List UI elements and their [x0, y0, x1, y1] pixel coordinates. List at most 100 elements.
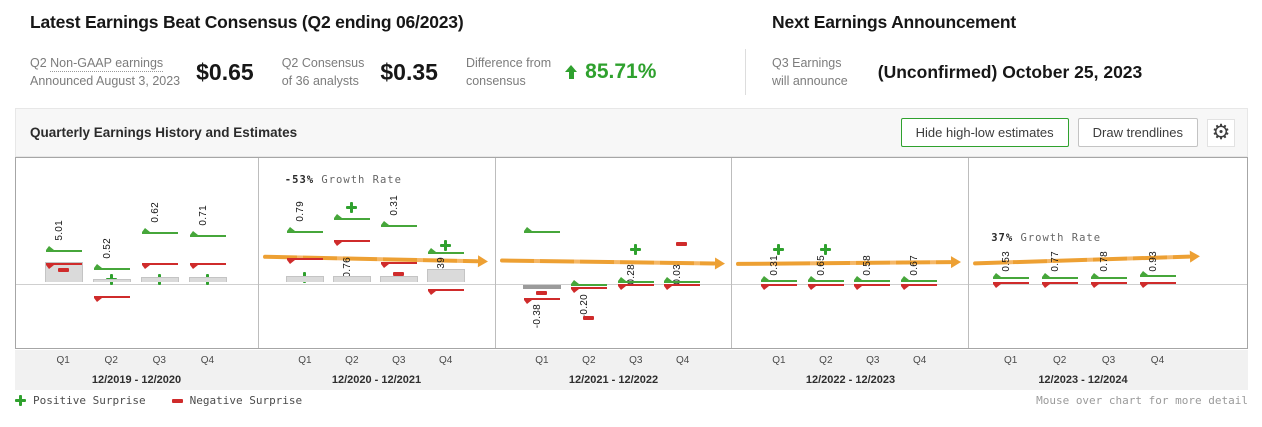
quarter-group: 1.39	[418, 158, 474, 348]
latest-earnings-title: Latest Earnings Beat Consensus (Q2 endin…	[30, 12, 464, 32]
actual-eps-bar	[44, 262, 83, 282]
eps-value-label: 0.93	[1147, 251, 1159, 272]
quarter-tick-label: Q1	[1004, 355, 1018, 366]
low-estimate-line	[807, 284, 844, 290]
reported-earnings-label-prefix: Q2	[30, 55, 51, 70]
growth-rate-annotation: 37% Growth Rate	[991, 232, 1101, 244]
quarter-tick-label: Q4	[676, 355, 690, 366]
high-estimate-line	[1139, 271, 1176, 277]
eps-value-label: 0.77	[1049, 251, 1061, 272]
quarter-group: 0.78	[1081, 158, 1137, 348]
x-axis: Q1 Q2 Q3 Q4 12/2019 - 12/2020 Q1 Q2 Q3 Q…	[15, 350, 1248, 390]
consensus-label-line1: Q2 Consensus	[281, 55, 365, 70]
high-estimate-line	[570, 280, 607, 286]
quarter-group: -0.20	[561, 158, 617, 348]
low-estimate-line	[901, 284, 938, 290]
high-estimate-line	[807, 276, 844, 282]
quarter-group: 0.71	[180, 158, 236, 348]
earnings-chart-plot[interactable]: 5.01 0.52 0.62 0.71 -	[15, 157, 1248, 349]
quarter-tick-label: Q1	[772, 355, 786, 366]
actual-eps-bar	[379, 276, 418, 282]
period-label: 12/2020 - 12/2021	[331, 374, 422, 386]
period-label: 12/2021 - 12/2022	[568, 374, 659, 386]
quarter-group: 0.76	[324, 158, 380, 348]
high-estimate-line	[761, 276, 798, 282]
low-estimate-line	[427, 289, 464, 295]
next-announcement-label: Q3 Earnings will announce	[772, 54, 848, 90]
high-estimate-line	[617, 277, 654, 283]
chart-card-header: Quarterly Earnings History and Estimates…	[15, 108, 1248, 157]
actual-eps-bar	[426, 269, 465, 282]
quarter-group: 0.58	[844, 158, 900, 348]
quarter-group: 0.93	[1130, 158, 1186, 348]
eps-value-label: 0.62	[149, 202, 161, 223]
next-announcement-date: (Unconfirmed) October 25, 2023	[877, 61, 1143, 82]
low-estimate-line	[380, 262, 417, 268]
actual-eps-bar	[333, 276, 372, 282]
low-estimate-line	[189, 263, 226, 269]
chart-panel-2022-2023: 0.31 0.65 0.58 0.67	[732, 158, 970, 348]
low-estimate-line	[570, 287, 607, 293]
high-estimate-line	[287, 227, 324, 233]
positive-surprise-icon	[629, 244, 641, 255]
chart-panel-2021-2022: -0.38 -0.20 0.28 0.03	[496, 158, 733, 348]
quarter-group: -0.38	[514, 158, 570, 348]
eps-value-label: 0.53	[1000, 251, 1012, 272]
reported-earnings-label: Q2 Non-GAAP earnings Announced August 3,…	[30, 54, 180, 90]
chart-footer: Positive Surprise Negative Surprise Mous…	[15, 394, 1248, 407]
consensus-eps-value: $0.35	[380, 58, 438, 85]
negative-surprise-icon	[392, 272, 404, 276]
next-announcement-row: Q3 Earnings will announce (Unconfirmed) …	[745, 49, 1142, 95]
axis-panel: Q1 Q2 Q3 Q4 12/2021 - 12/2022	[495, 350, 732, 390]
up-arrow-icon	[565, 65, 578, 79]
quarter-group: 0.65	[798, 158, 854, 348]
next-announcement-title: Next Earnings Announcement	[772, 12, 1017, 32]
period-label: 12/2022 - 12/2023	[805, 374, 896, 386]
high-estimate-line	[901, 276, 938, 282]
chart-panel-2019-2020: 5.01 0.52 0.62 0.71	[16, 158, 259, 348]
high-estimate-line	[427, 248, 464, 254]
high-estimate-line	[93, 264, 130, 270]
chart-title: Quarterly Earnings History and Estimates	[30, 125, 298, 140]
quarter-tick-label: Q4	[1150, 355, 1165, 366]
difference-label-line1: Difference from	[465, 55, 552, 70]
quarter-tick-label: Q3	[1101, 355, 1116, 366]
gear-icon[interactable]	[1207, 118, 1235, 147]
chart-panel-2023-2024: 37% Growth Rate 0.53 0.77 0.78 0.93	[969, 158, 1247, 348]
low-estimate-line	[287, 258, 324, 264]
positive-surprise-icon	[819, 244, 831, 255]
negative-surprise-icon	[536, 291, 548, 295]
low-estimate-line	[45, 263, 82, 269]
hide-high-low-estimates-button[interactable]: Hide high-low estimates	[900, 118, 1069, 147]
eps-value-label: 0.65	[815, 255, 827, 276]
chart-panel-2020-2021: -53% Growth Rate 0.79 0.76 0.31 1.39	[259, 158, 496, 348]
high-estimate-line	[854, 276, 891, 282]
low-estimate-line	[141, 263, 178, 269]
growth-rate-text: Growth Rate	[314, 174, 402, 186]
eps-value-label: 0.78	[1098, 251, 1110, 272]
low-estimate-line	[664, 284, 701, 290]
quarter-group: 0.52	[84, 158, 140, 348]
draw-trendlines-button[interactable]: Draw trendlines	[1077, 118, 1198, 147]
low-estimate-line	[1139, 282, 1176, 288]
low-estimate-line	[854, 284, 891, 290]
consensus-label: Q2 Consensus of 36 analysts	[282, 54, 365, 90]
high-estimate-line	[189, 231, 226, 237]
high-estimate-line	[1041, 273, 1078, 279]
actual-eps-bar	[286, 276, 325, 282]
quarter-tick-label: Q4	[913, 355, 927, 366]
high-estimate-line	[524, 227, 561, 233]
consensus-label-line2: of 36 analysts	[281, 74, 359, 88]
quarter-tick-label: Q1	[298, 355, 312, 366]
positive-surprise-icon	[439, 240, 451, 251]
quarter-group: 0.28	[608, 158, 664, 348]
eps-value-label: 0.79	[295, 201, 307, 222]
quarter-tick-label: Q3	[152, 355, 166, 366]
positive-surprise-icon	[773, 244, 785, 255]
non-gaap-tooltip-term[interactable]: Non-GAAP earnings	[50, 55, 164, 72]
axis-panel: Q1 Q2 Q3 Q4 12/2022 - 12/2023	[732, 350, 969, 390]
eps-value-label: 0.71	[197, 205, 209, 226]
low-estimate-line	[1041, 282, 1078, 288]
positive-surprise-icon	[346, 202, 358, 213]
high-estimate-line	[992, 273, 1029, 279]
